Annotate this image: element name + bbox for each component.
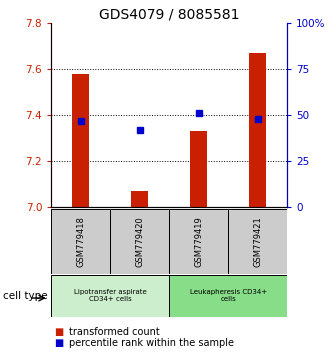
Bar [51, 275, 169, 317]
Text: transformed count: transformed count [69, 327, 160, 337]
Text: Lipotransfer aspirate
CD34+ cells: Lipotransfer aspirate CD34+ cells [74, 290, 147, 302]
Bar [169, 275, 287, 317]
Title: GDS4079 / 8085581: GDS4079 / 8085581 [99, 8, 239, 22]
Bar [190, 131, 208, 207]
Bar [131, 191, 148, 207]
Bar [72, 74, 89, 207]
Bar [249, 53, 266, 207]
Bar [169, 209, 228, 274]
Text: ■: ■ [54, 327, 64, 337]
Bar [51, 209, 110, 274]
Text: ■: ■ [54, 338, 64, 348]
Bar [228, 209, 287, 274]
Text: percentile rank within the sample: percentile rank within the sample [69, 338, 234, 348]
Text: GSM779419: GSM779419 [194, 216, 203, 267]
Text: GSM779421: GSM779421 [253, 216, 262, 267]
Text: cell type: cell type [3, 291, 48, 301]
Text: GSM779418: GSM779418 [76, 216, 85, 267]
Bar [110, 209, 169, 274]
Text: GSM779420: GSM779420 [135, 216, 144, 267]
Text: Leukapheresis CD34+
cells: Leukapheresis CD34+ cells [189, 290, 267, 302]
